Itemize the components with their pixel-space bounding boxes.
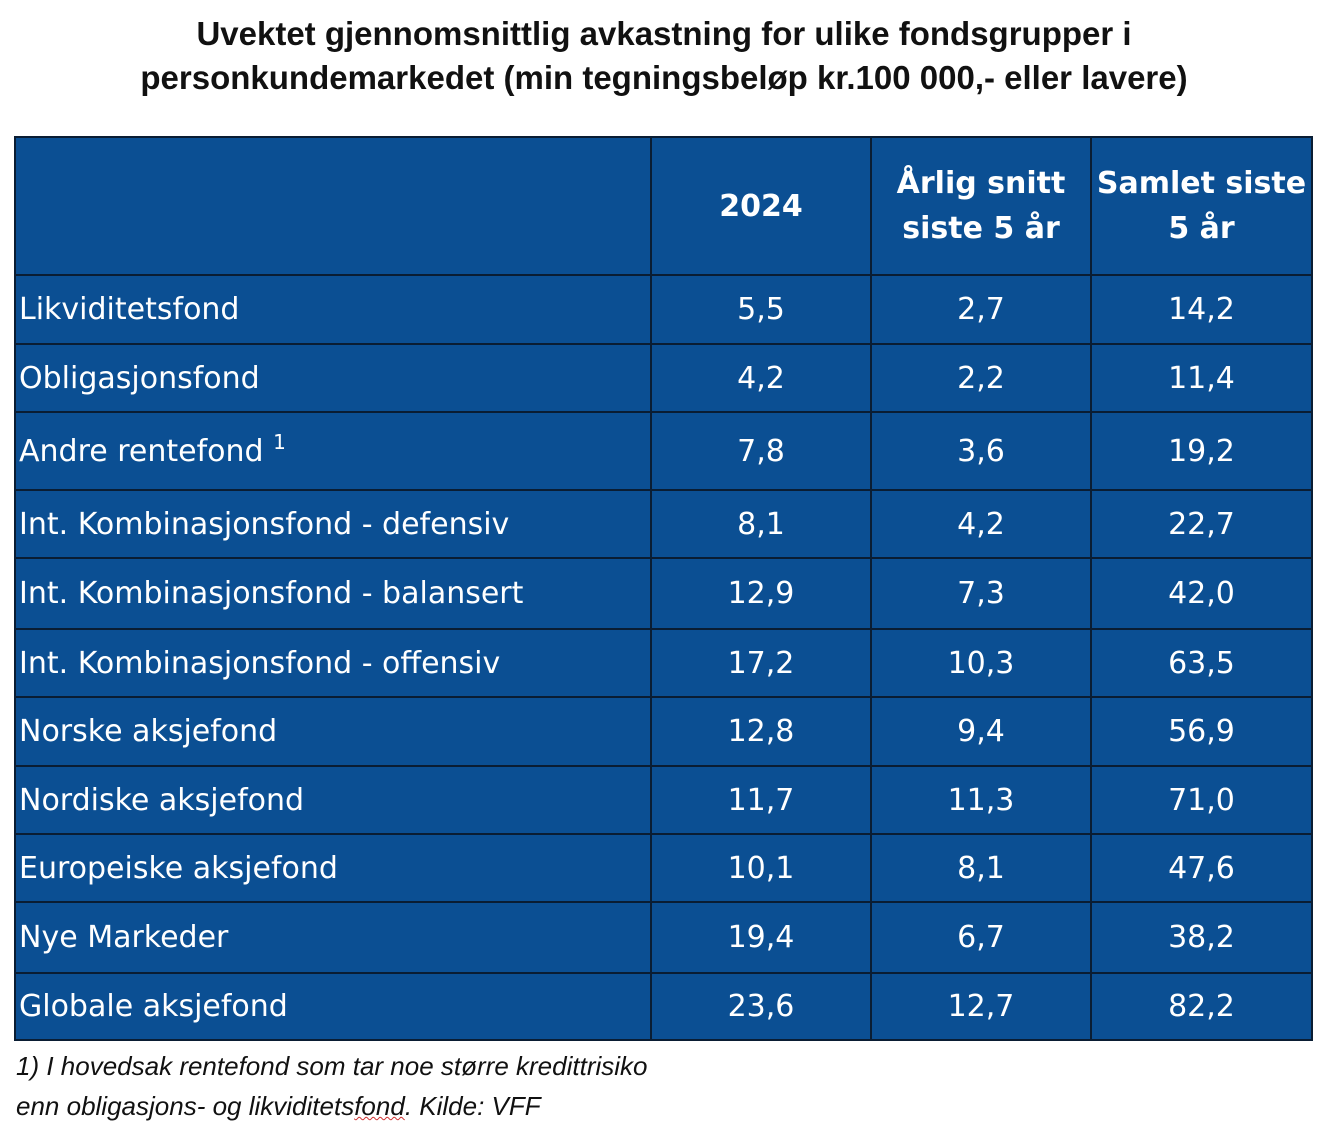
value-total-5y: 82,2 bbox=[1090, 972, 1313, 1041]
header-2024: 2024 bbox=[650, 136, 872, 276]
fund-group-name: Int. Kombinasjonsfond - defensiv bbox=[14, 489, 652, 559]
page-title: Uvektet gjennomsnittlig avkastning for u… bbox=[0, 12, 1328, 100]
value-2024: 19,4 bbox=[650, 901, 872, 974]
table-row: Likviditetsfond 5,5 2,7 14,2 bbox=[14, 274, 1313, 345]
value-annual-average-5y: 4,2 bbox=[870, 489, 1092, 559]
footnote-line-2: enn obligasjons- og likviditetsfond. Kil… bbox=[16, 1091, 541, 1121]
table-row: Nordiske aksjefond 11,7 11,3 71,0 bbox=[14, 765, 1313, 835]
header-fund-group bbox=[14, 136, 652, 276]
value-total-5y: 47,6 bbox=[1090, 833, 1313, 903]
title-line-1: Uvektet gjennomsnittlig avkastning for u… bbox=[196, 15, 1132, 52]
value-annual-average-5y: 6,7 bbox=[870, 901, 1092, 974]
value-total-5y: 38,2 bbox=[1090, 901, 1313, 974]
fund-group-name: Norske aksjefond bbox=[14, 696, 652, 767]
table-row: Europeiske aksjefond 10,1 8,1 47,6 bbox=[14, 833, 1313, 903]
value-2024: 7,8 bbox=[650, 411, 872, 491]
value-annual-average-5y: 9,4 bbox=[870, 696, 1092, 767]
value-annual-average-5y: 3,6 bbox=[870, 411, 1092, 491]
table-row: Int. Kombinasjonsfond - offensiv 17,2 10,3… bbox=[14, 628, 1313, 698]
value-total-5y: 71,0 bbox=[1090, 765, 1313, 835]
fund-group-name: Int. Kombinasjonsfond - balansert bbox=[14, 557, 652, 630]
value-2024: 10,1 bbox=[650, 833, 872, 903]
value-annual-average-5y: 2,7 bbox=[870, 274, 1092, 345]
fund-group-name: Likviditetsfond bbox=[14, 274, 652, 345]
fund-group-name: Obligasjonsfond bbox=[14, 343, 652, 413]
footnote-line-1: 1) I hovedsak rentefond som tar noe stør… bbox=[16, 1051, 648, 1081]
table-row: Globale aksjefond 23,6 12,7 82,2 bbox=[14, 972, 1313, 1041]
title-line-2: personkundemarkedet (min tegningsbeløp k… bbox=[140, 59, 1188, 96]
value-annual-average-5y: 10,3 bbox=[870, 628, 1092, 698]
value-2024: 4,2 bbox=[650, 343, 872, 413]
returns-table: 2024 Årlig snitt siste 5 år Samlet siste… bbox=[14, 136, 1313, 1041]
value-annual-average-5y: 2,2 bbox=[870, 343, 1092, 413]
fund-group-name: Andre rentefond 1 bbox=[14, 411, 652, 491]
value-2024: 8,1 bbox=[650, 489, 872, 559]
value-annual-average-5y: 8,1 bbox=[870, 833, 1092, 903]
value-annual-average-5y: 7,3 bbox=[870, 557, 1092, 630]
value-total-5y: 11,4 bbox=[1090, 343, 1313, 413]
value-total-5y: 63,5 bbox=[1090, 628, 1313, 698]
fund-group-name: Nye Markeder bbox=[14, 901, 652, 974]
value-2024: 11,7 bbox=[650, 765, 872, 835]
value-total-5y: 19,2 bbox=[1090, 411, 1313, 491]
value-total-5y: 14,2 bbox=[1090, 274, 1313, 345]
value-2024: 12,9 bbox=[650, 557, 872, 630]
table-row: Int. Kombinasjonsfond - defensiv 8,1 4,2 22… bbox=[14, 489, 1313, 559]
table-row: Int. Kombinasjonsfond - balansert 12,9 7,3… bbox=[14, 557, 1313, 630]
value-annual-average-5y: 11,3 bbox=[870, 765, 1092, 835]
header-annual-average-5y: Årlig snitt siste 5 år bbox=[870, 136, 1092, 276]
value-total-5y: 42,0 bbox=[1090, 557, 1313, 630]
footnote: 1) I hovedsak rentefond som tar noe stør… bbox=[16, 1046, 648, 1126]
fund-group-name: Europeiske aksjefond bbox=[14, 833, 652, 903]
spellcheck-underline: fond bbox=[354, 1091, 405, 1121]
fund-group-name: Globale aksjefond bbox=[14, 972, 652, 1041]
table-row: Obligasjonsfond 4,2 2,2 11,4 bbox=[14, 343, 1313, 413]
value-total-5y: 22,7 bbox=[1090, 489, 1313, 559]
value-2024: 5,5 bbox=[650, 274, 872, 345]
header-row: 2024 Årlig snitt siste 5 år Samlet siste… bbox=[14, 136, 1313, 276]
value-2024: 23,6 bbox=[650, 972, 872, 1041]
value-2024: 12,8 bbox=[650, 696, 872, 767]
footnote-marker: 1 bbox=[273, 429, 286, 454]
fund-group-name: Int. Kombinasjonsfond - offensiv bbox=[14, 628, 652, 698]
header-total-5y: Samlet siste 5 år bbox=[1090, 136, 1313, 276]
table-row: Nye Markeder 19,4 6,7 38,2 bbox=[14, 901, 1313, 974]
value-total-5y: 56,9 bbox=[1090, 696, 1313, 767]
table-row: Andre rentefond 1 7,8 3,6 19,2 bbox=[14, 411, 1313, 491]
value-2024: 17,2 bbox=[650, 628, 872, 698]
value-annual-average-5y: 12,7 bbox=[870, 972, 1092, 1041]
table-row: Norske aksjefond 12,8 9,4 56,9 bbox=[14, 696, 1313, 767]
fund-group-name: Nordiske aksjefond bbox=[14, 765, 652, 835]
